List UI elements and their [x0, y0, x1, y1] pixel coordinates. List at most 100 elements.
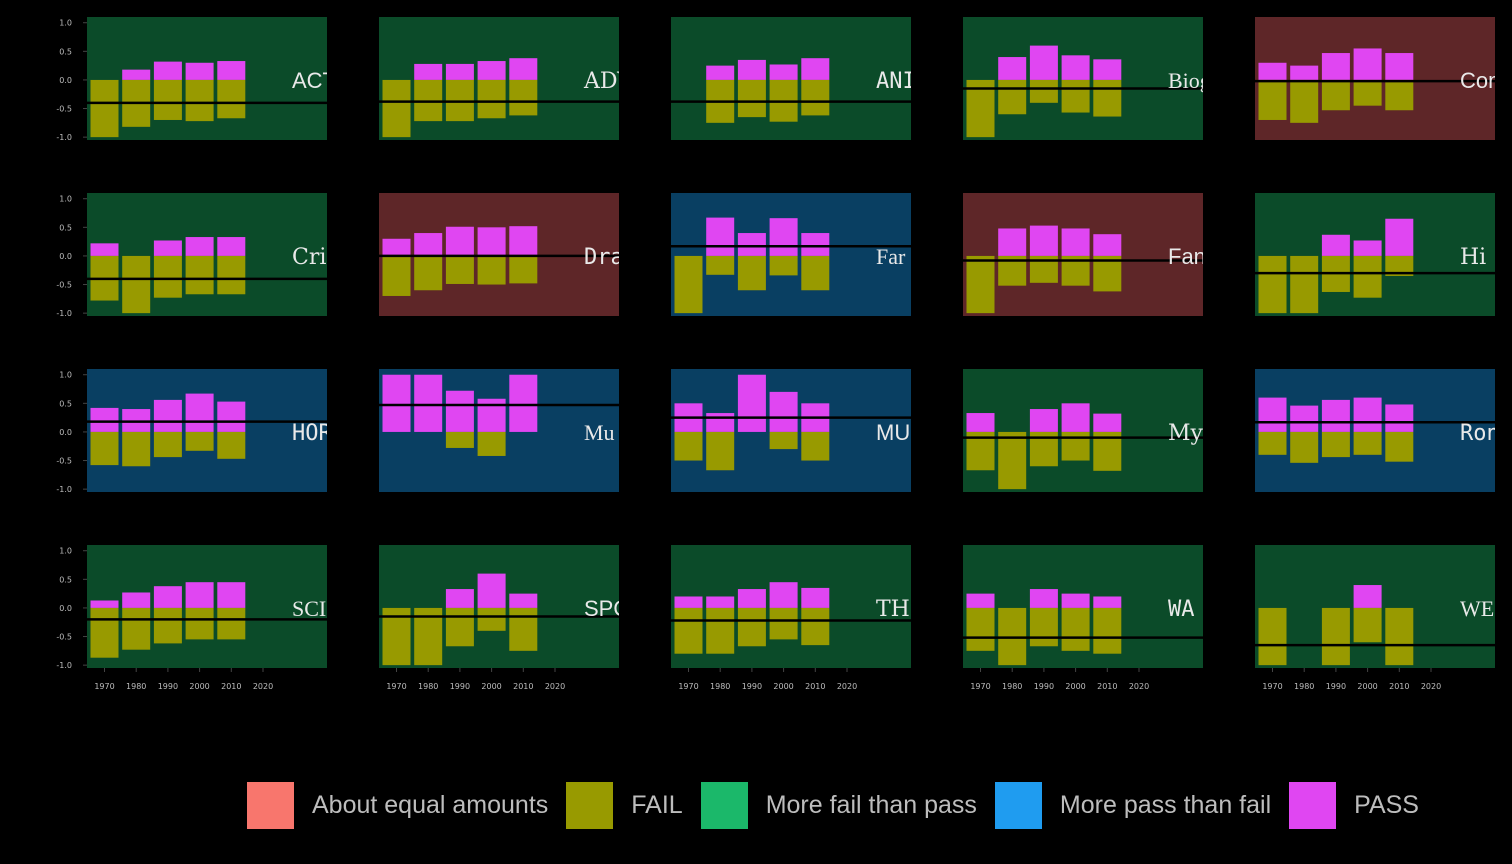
x-tick-label-western-2: 1990 [1326, 682, 1346, 691]
bar-fail-sport-2000 [477, 607, 506, 631]
x-tick-label-sport-0: 1970 [386, 682, 406, 691]
x-tick-label-sport-4: 2010 [513, 682, 533, 691]
bar-pass-biography-1980 [998, 57, 1027, 80]
panel-title-drama: Dra [584, 245, 624, 270]
bar-pass-comedy-1970 [1258, 62, 1287, 80]
bar-fail-crime-1980 [122, 255, 151, 314]
bar-pass-musical-1980 [706, 413, 735, 432]
panel-title-sport: SPO [584, 596, 630, 621]
bar-fail-adventure-2000 [477, 79, 506, 119]
bar-fail-war-2000 [1061, 607, 1090, 651]
y-tick-label-sci-fi-3: -0.5 [56, 633, 72, 642]
bar-pass-drama-2000 [477, 227, 506, 256]
y-tick-label-sci-fi-0: 1.0 [59, 547, 72, 556]
bar-fail-comedy-2000 [1353, 79, 1382, 106]
panel-title-horror: HOR [292, 421, 332, 446]
bar-pass-sci-fi-2000 [185, 582, 214, 608]
bar-pass-drama-1970 [382, 238, 411, 256]
legend-label-more-fail: More fail than pass [765, 790, 977, 819]
bar-pass-action-2010 [217, 61, 246, 80]
bar-fail-western-1970 [1258, 607, 1287, 666]
bar-pass-fantasy-1990 [1029, 225, 1058, 256]
bar-fail-horror-1980 [122, 431, 151, 467]
y-tick-label-sci-fi-4: -1.0 [56, 661, 72, 670]
legend-swatch-more-pass [994, 781, 1042, 829]
bar-fail-horror-1970 [90, 431, 119, 466]
x-tick-label-sport-1: 1980 [418, 682, 438, 691]
panel-title-history: Hi [1460, 245, 1486, 270]
bar-pass-romance-2000 [1353, 397, 1382, 432]
y-tick-label-action-2: 0.0 [59, 76, 72, 85]
x-tick-label-sci-fi-3: 2000 [189, 682, 209, 691]
legend-swatch-more-fail [700, 781, 748, 829]
bar-fail-western-1990 [1321, 607, 1350, 666]
bar-pass-biography-2010 [1093, 59, 1122, 80]
bar-pass-war-2010 [1093, 596, 1122, 608]
bar-pass-music-1990 [445, 390, 474, 432]
bar-pass-mystery-2010 [1093, 413, 1122, 432]
bar-pass-history-2010 [1385, 218, 1414, 256]
legend-label-pass: PASS [1354, 790, 1419, 819]
x-tick-label-sci-fi-5: 2020 [253, 682, 273, 691]
bar-fail-fantasy-2010 [1093, 255, 1122, 292]
bar-pass-adventure-1980 [414, 63, 443, 80]
y-tick-label-horror-4: -1.0 [56, 485, 72, 494]
bar-fail-family-1970 [674, 255, 703, 314]
bar-fail-music-1990 [445, 431, 474, 448]
panel-title-war: WA [1168, 597, 1195, 622]
x-tick-label-sci-fi-4: 2010 [221, 682, 241, 691]
bar-fail-comedy-1990 [1321, 79, 1350, 111]
bar-pass-war-1990 [1029, 589, 1058, 608]
legend-item-more-pass: More pass than fail [994, 781, 1271, 829]
y-tick-label-crime-3: -0.5 [56, 281, 72, 290]
bar-fail-romance-2010 [1385, 431, 1414, 462]
bar-fail-action-1970 [90, 79, 119, 138]
x-tick-label-sport-3: 2000 [481, 682, 501, 691]
x-tick-label-sport-2: 1990 [450, 682, 470, 691]
x-tick-label-sci-fi-0: 1970 [94, 682, 114, 691]
panel-title-adventure: ADVE [583, 69, 649, 94]
bar-fail-sci-fi-2010 [217, 607, 246, 640]
bar-fail-musical-2000 [769, 431, 798, 450]
bar-pass-sci-fi-2010 [217, 582, 246, 608]
bar-pass-crime-2000 [185, 237, 214, 256]
bar-pass-crime-1970 [90, 243, 119, 256]
bar-pass-adventure-1990 [445, 63, 474, 80]
bar-pass-history-1990 [1321, 234, 1350, 256]
bar-pass-musical-1990 [737, 374, 766, 432]
bar-fail-crime-2000 [185, 255, 214, 295]
bar-pass-crime-1990 [153, 240, 182, 256]
panel-title-biography: Biog [1168, 68, 1211, 93]
legend-item-fail: FAIL [566, 781, 683, 829]
bar-fail-drama-2000 [477, 255, 506, 285]
bar-pass-fantasy-1980 [998, 228, 1027, 256]
bar-pass-fantasy-2000 [1061, 228, 1090, 256]
bar-fail-action-2010 [217, 79, 246, 119]
bar-fail-thriller-2000 [769, 607, 798, 640]
bar-fail-horror-1990 [153, 431, 182, 458]
bar-fail-family-2010 [801, 255, 830, 291]
bar-fail-western-2000 [1353, 607, 1382, 643]
bar-pass-mystery-1970 [966, 413, 995, 432]
x-tick-label-war-3: 2000 [1065, 682, 1085, 691]
x-tick-label-western-5: 2020 [1421, 682, 1441, 691]
bar-pass-sport-2010 [509, 593, 538, 608]
bar-pass-biography-2000 [1061, 55, 1090, 80]
bar-pass-horror-2000 [185, 393, 214, 432]
panel-title-fantasy: Fan [1168, 244, 1206, 269]
bar-pass-comedy-1990 [1321, 53, 1350, 80]
bar-fail-sci-fi-1970 [90, 607, 119, 658]
legend-item-more-fail: More fail than pass [700, 781, 977, 829]
bar-fail-drama-2010 [509, 255, 538, 284]
bar-fail-romance-1970 [1258, 431, 1287, 455]
bar-pass-mystery-1990 [1029, 409, 1058, 432]
legend-item-pass: PASS [1289, 781, 1419, 829]
bar-pass-romance-1980 [1290, 405, 1319, 432]
bar-pass-romance-2010 [1385, 404, 1414, 432]
bar-pass-comedy-2000 [1353, 48, 1382, 80]
bar-pass-crime-2010 [217, 237, 246, 256]
bar-pass-adventure-2000 [477, 61, 506, 80]
x-tick-label-sport-5: 2020 [545, 682, 565, 691]
